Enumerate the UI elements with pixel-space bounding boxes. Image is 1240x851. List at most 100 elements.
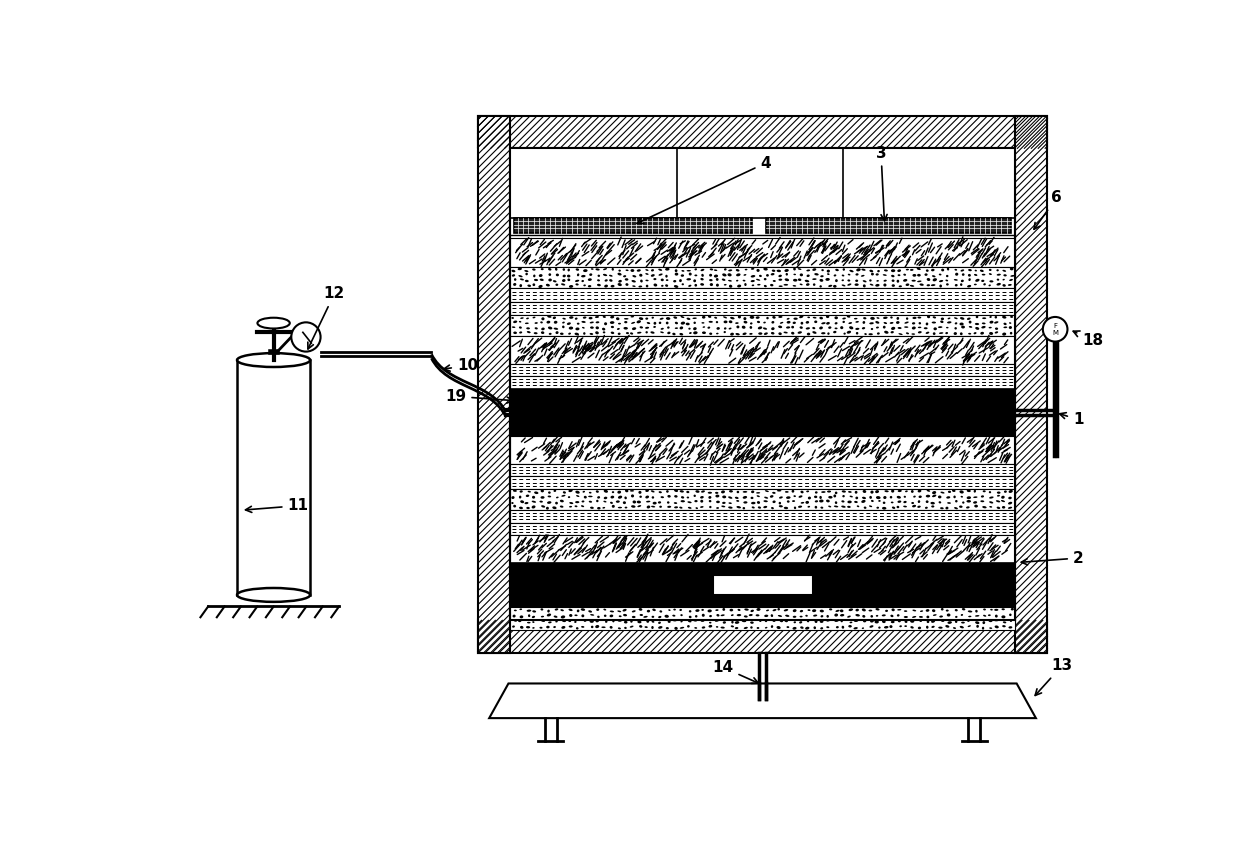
Ellipse shape <box>680 506 682 509</box>
Ellipse shape <box>955 323 957 324</box>
Ellipse shape <box>513 620 517 622</box>
Ellipse shape <box>666 317 671 320</box>
Ellipse shape <box>975 270 977 271</box>
Ellipse shape <box>815 620 817 623</box>
Ellipse shape <box>828 505 831 507</box>
Ellipse shape <box>892 489 894 493</box>
Ellipse shape <box>1004 490 1007 493</box>
Ellipse shape <box>673 502 677 504</box>
Ellipse shape <box>618 328 620 330</box>
Ellipse shape <box>582 321 585 323</box>
Ellipse shape <box>1001 496 1004 499</box>
Ellipse shape <box>966 506 970 509</box>
Ellipse shape <box>723 608 725 611</box>
Ellipse shape <box>589 492 591 494</box>
Text: 1: 1 <box>1060 412 1084 427</box>
Ellipse shape <box>786 273 787 276</box>
Ellipse shape <box>675 495 677 498</box>
Ellipse shape <box>875 321 879 323</box>
Ellipse shape <box>826 615 828 618</box>
Ellipse shape <box>556 497 559 499</box>
Ellipse shape <box>945 332 949 334</box>
Ellipse shape <box>750 280 755 283</box>
Ellipse shape <box>869 323 874 324</box>
Ellipse shape <box>939 626 942 629</box>
Ellipse shape <box>702 316 706 318</box>
Ellipse shape <box>583 284 585 286</box>
Ellipse shape <box>765 620 768 622</box>
Ellipse shape <box>875 273 879 276</box>
Ellipse shape <box>619 280 621 283</box>
Ellipse shape <box>750 621 754 624</box>
Ellipse shape <box>863 490 867 493</box>
Ellipse shape <box>744 321 748 323</box>
Ellipse shape <box>580 608 585 611</box>
Ellipse shape <box>560 615 565 619</box>
Ellipse shape <box>982 506 987 508</box>
Ellipse shape <box>759 620 761 622</box>
Ellipse shape <box>898 620 900 622</box>
Ellipse shape <box>882 620 885 623</box>
Ellipse shape <box>890 322 894 324</box>
Ellipse shape <box>874 620 879 624</box>
Ellipse shape <box>800 326 802 328</box>
Ellipse shape <box>622 614 627 616</box>
Ellipse shape <box>541 620 544 622</box>
Bar <box>510 563 1016 608</box>
Ellipse shape <box>833 494 836 498</box>
Ellipse shape <box>756 269 760 272</box>
Ellipse shape <box>604 323 608 325</box>
Ellipse shape <box>743 507 745 510</box>
Ellipse shape <box>815 491 817 494</box>
Ellipse shape <box>553 280 557 283</box>
Ellipse shape <box>556 283 558 286</box>
Ellipse shape <box>728 280 732 282</box>
Ellipse shape <box>756 501 760 504</box>
Ellipse shape <box>981 500 985 502</box>
Ellipse shape <box>1002 625 1006 627</box>
Ellipse shape <box>630 625 634 628</box>
Ellipse shape <box>898 269 901 272</box>
Ellipse shape <box>528 491 531 493</box>
Ellipse shape <box>631 494 634 498</box>
Ellipse shape <box>562 279 565 282</box>
Ellipse shape <box>868 609 872 612</box>
Ellipse shape <box>652 496 655 499</box>
Ellipse shape <box>962 273 965 276</box>
Ellipse shape <box>988 327 992 328</box>
Ellipse shape <box>839 614 844 616</box>
Ellipse shape <box>764 333 768 335</box>
Ellipse shape <box>841 326 843 329</box>
Ellipse shape <box>636 500 641 504</box>
Ellipse shape <box>601 328 605 330</box>
Ellipse shape <box>639 608 642 611</box>
Ellipse shape <box>807 609 811 611</box>
Ellipse shape <box>534 323 538 324</box>
Ellipse shape <box>862 627 864 629</box>
Ellipse shape <box>518 327 522 328</box>
Ellipse shape <box>996 500 1001 502</box>
Ellipse shape <box>890 317 893 318</box>
Ellipse shape <box>821 323 826 324</box>
Ellipse shape <box>766 317 769 319</box>
Ellipse shape <box>883 501 885 504</box>
Ellipse shape <box>728 273 732 277</box>
Ellipse shape <box>568 278 570 281</box>
Ellipse shape <box>797 331 802 334</box>
Ellipse shape <box>800 610 804 613</box>
Ellipse shape <box>870 317 874 320</box>
Ellipse shape <box>609 279 613 282</box>
Ellipse shape <box>618 333 620 335</box>
Ellipse shape <box>864 333 867 335</box>
Ellipse shape <box>708 609 712 613</box>
Ellipse shape <box>903 279 908 282</box>
Ellipse shape <box>665 614 668 618</box>
Ellipse shape <box>904 610 908 612</box>
Ellipse shape <box>835 279 838 282</box>
Ellipse shape <box>941 269 944 271</box>
Ellipse shape <box>925 332 929 334</box>
Ellipse shape <box>567 275 570 277</box>
Ellipse shape <box>547 316 552 317</box>
Ellipse shape <box>532 621 534 623</box>
Ellipse shape <box>841 620 843 622</box>
